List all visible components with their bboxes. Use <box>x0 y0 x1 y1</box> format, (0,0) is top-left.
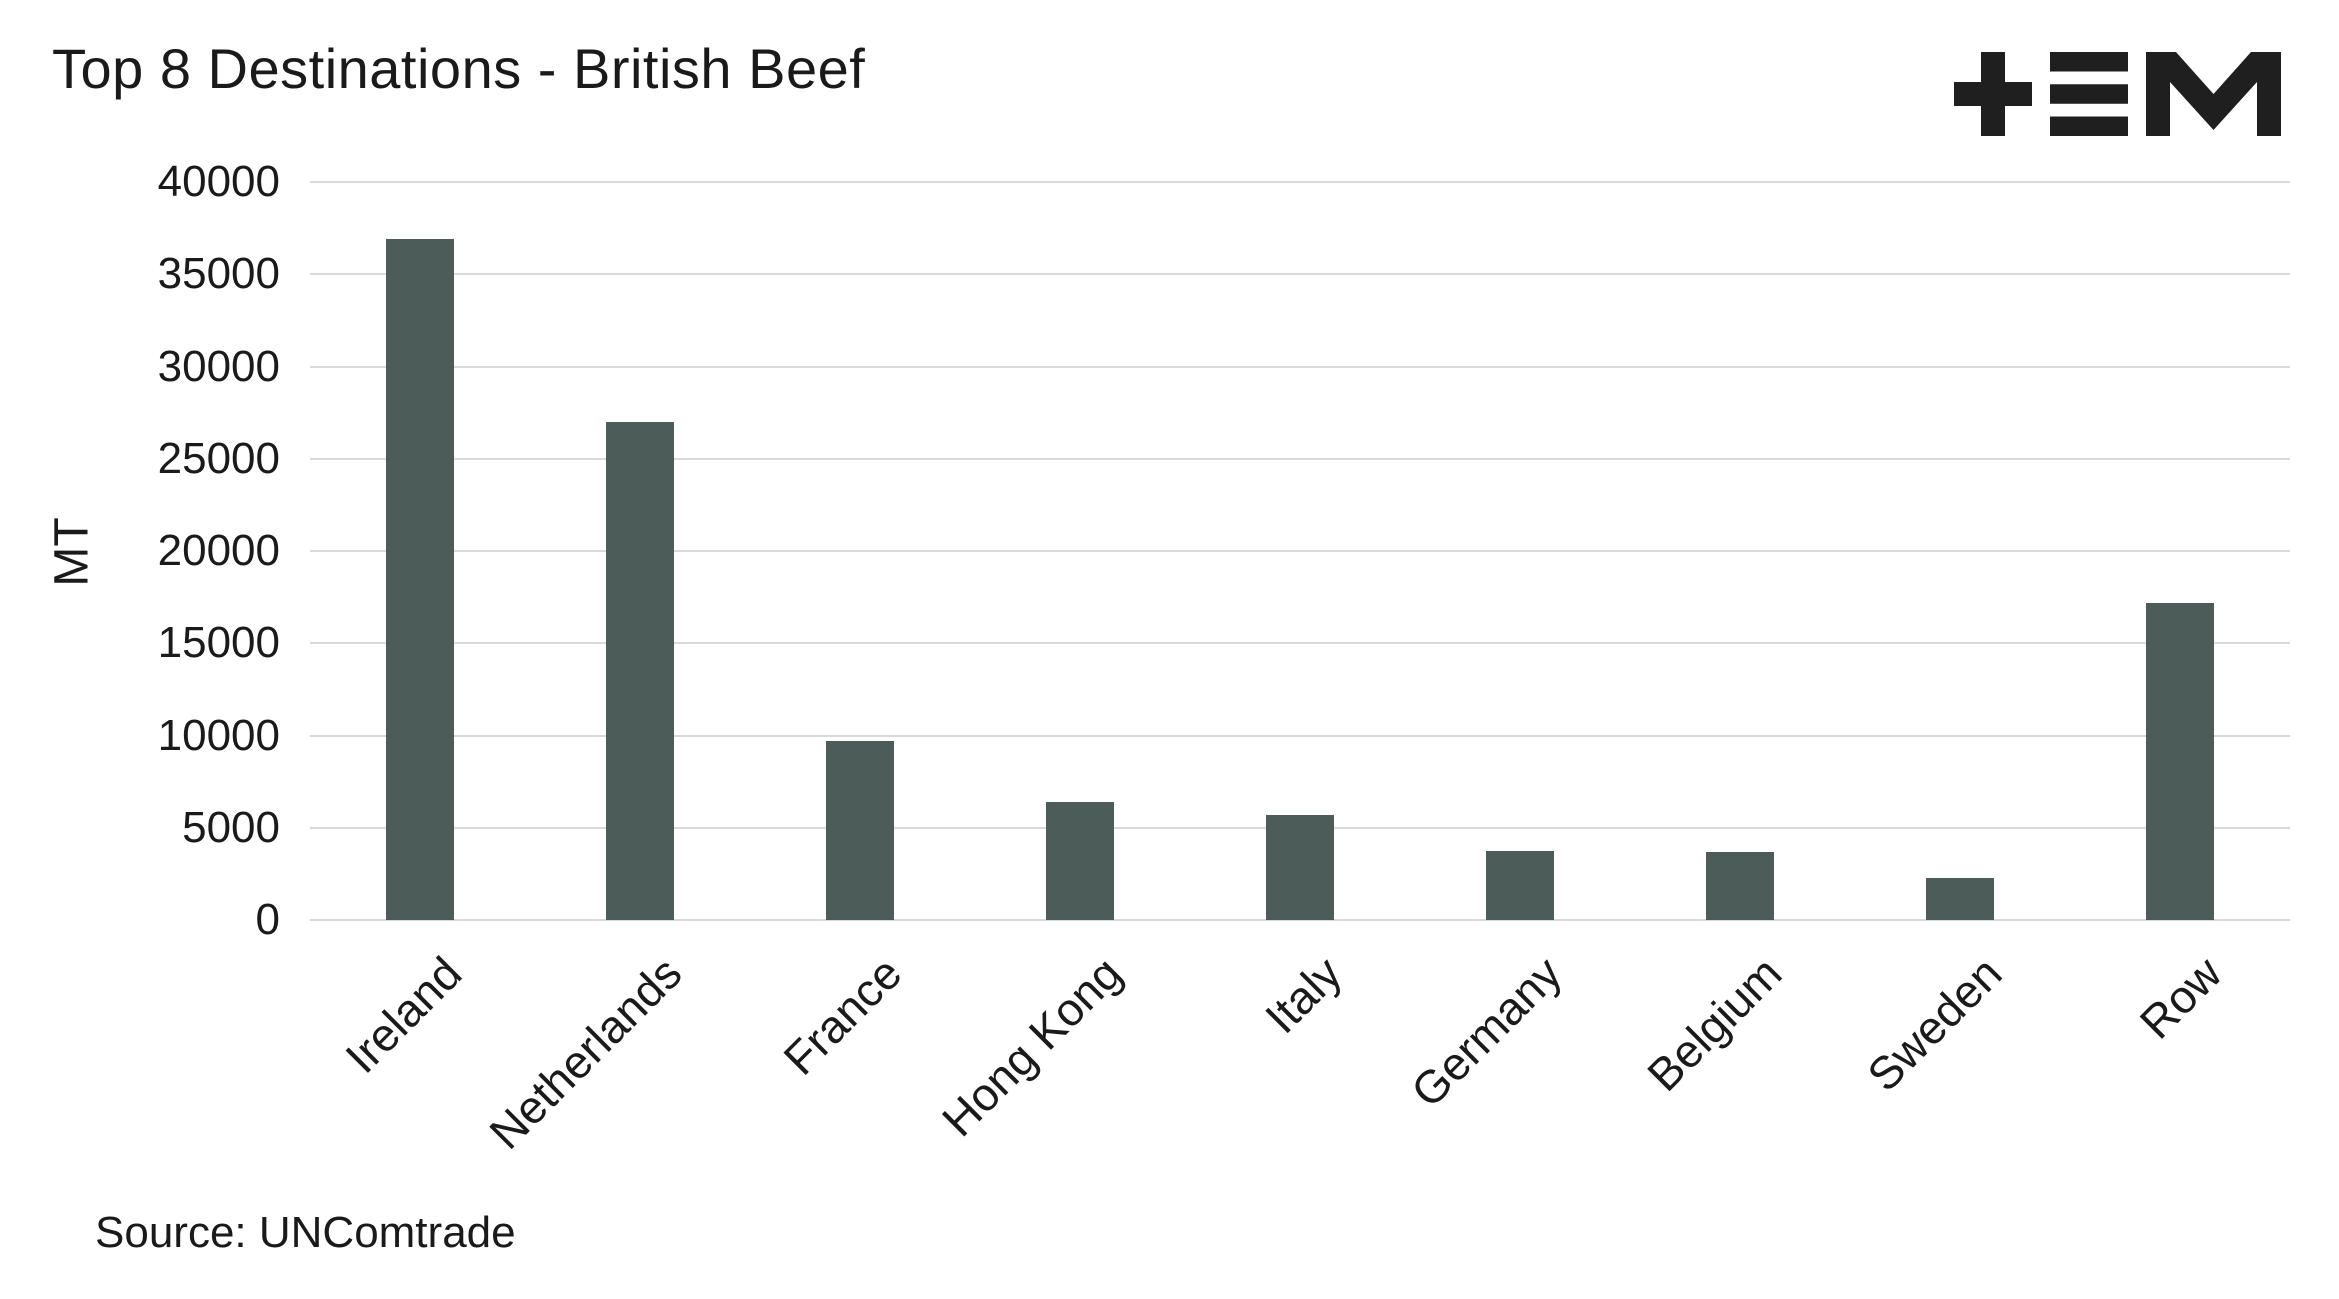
x-tick-label: Row <box>2129 946 2232 1049</box>
bar-ireland <box>386 239 454 920</box>
y-tick-label: 0 <box>255 895 280 944</box>
gridline <box>310 734 2290 737</box>
bar-row <box>2146 602 2214 920</box>
x-tick-label: France <box>773 946 912 1085</box>
bar-netherlands <box>606 421 674 920</box>
tem-logo-icon <box>1951 48 2281 140</box>
source-note: Source: UNComtrade <box>95 1208 516 1257</box>
gridline <box>310 365 2290 368</box>
y-tick-label: 15000 <box>157 618 280 668</box>
x-tick-label: Netherlands <box>479 946 692 1159</box>
x-tick-label: Ireland <box>335 946 472 1083</box>
gridline <box>310 273 2290 276</box>
gridline <box>310 642 2290 645</box>
y-tick-label: 5000 <box>182 802 280 852</box>
bar-belgium <box>1706 851 1774 920</box>
y-tick-label: 35000 <box>157 249 280 299</box>
y-tick-label: 10000 <box>157 710 280 760</box>
y-tick-label: 25000 <box>157 433 280 483</box>
bar-sweden <box>1926 878 1994 920</box>
bar-italy <box>1266 814 1334 920</box>
gridline <box>310 457 2290 460</box>
gridline <box>310 919 2290 921</box>
gridline <box>310 181 2290 183</box>
y-tick-label: 20000 <box>157 526 280 575</box>
gridline <box>310 550 2290 552</box>
bar-france <box>826 741 894 920</box>
y-tick-label: 30000 <box>157 341 280 391</box>
y-tick-label: 40000 <box>157 157 280 206</box>
bar-hong-kong <box>1046 801 1114 920</box>
x-tick-label: Italy <box>1255 946 1352 1044</box>
bar-germany <box>1486 850 1554 920</box>
x-tick-label: Belgium <box>1637 946 1792 1101</box>
tem-logo-svg <box>1954 52 2281 136</box>
x-tick-label: Hong Kong <box>931 946 1132 1147</box>
chart-title: Top 8 Destinations - British Beef <box>52 37 866 100</box>
x-tick-label: Sweden <box>1857 946 2012 1102</box>
x-tick-label: Germany <box>1400 946 1572 1118</box>
